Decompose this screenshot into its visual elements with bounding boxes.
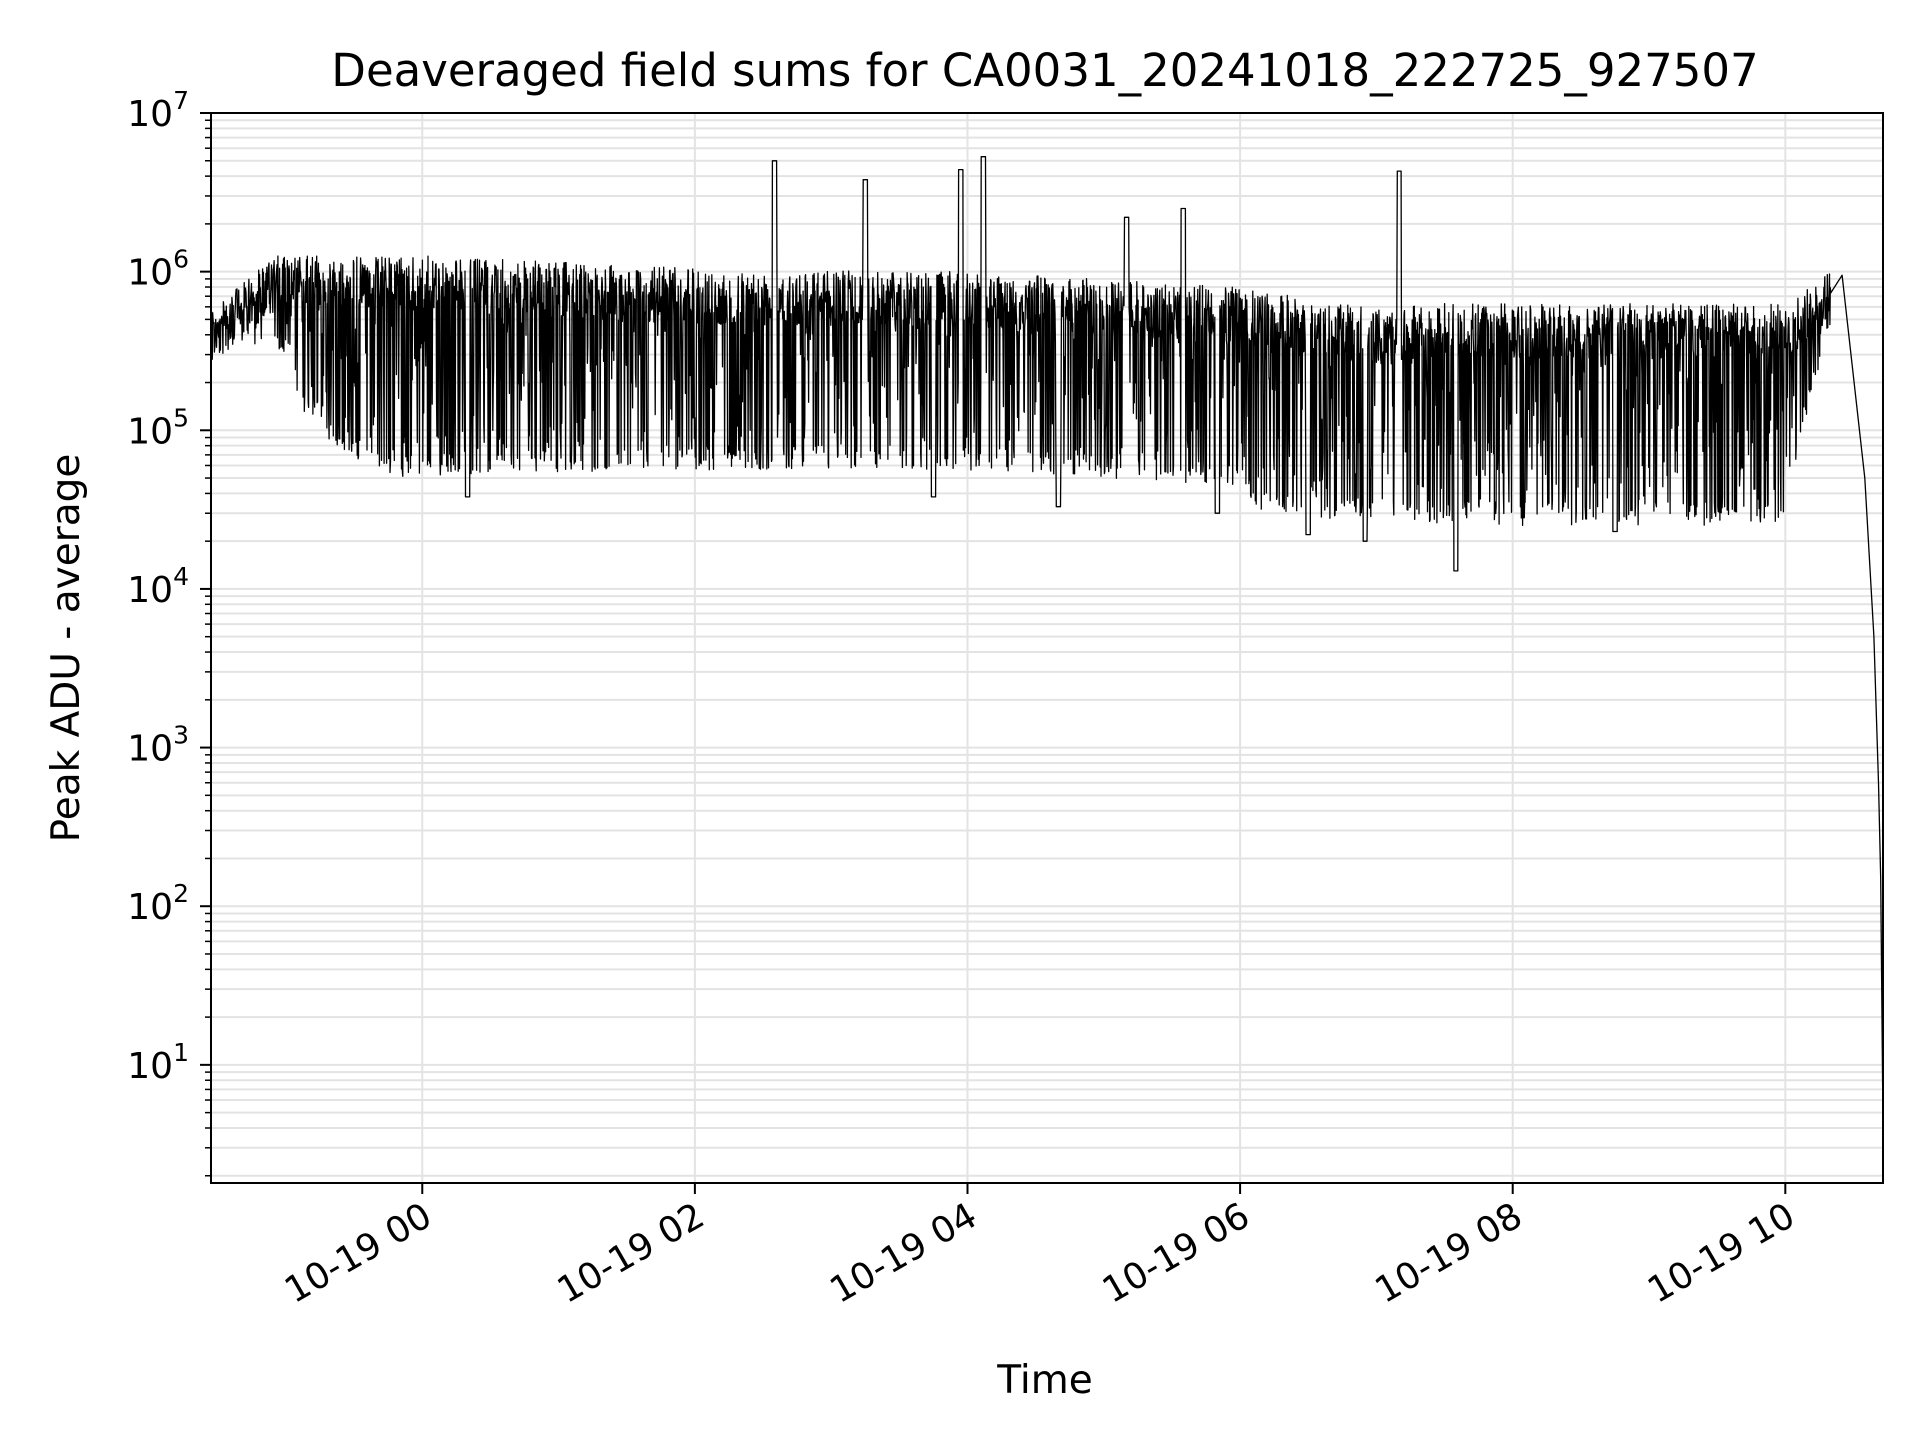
y-tick-label: 102 [127, 879, 189, 928]
y-tick-label: 107 [127, 86, 189, 135]
x-axis-label: Time [996, 1358, 1092, 1403]
y-tick-label: 106 [127, 245, 189, 294]
chart-title: Deaveraged field sums for CA0031_2024101… [331, 44, 1758, 97]
y-tick-label: 105 [127, 403, 189, 452]
x-tick-label: 10-19 08 [1369, 1195, 1530, 1311]
y-axis-label: Peak ADU - average [44, 454, 89, 843]
plot-area-frame [210, 112, 1884, 1184]
data-series [210, 156, 1884, 1129]
x-axis-ticks: 10-19 00 10-19 02 10-19 04 10-19 06 10-19 08… [278, 1183, 1802, 1312]
x-tick-label: 10-19 10 [1641, 1195, 1802, 1311]
x-tick-label: 10-19 02 [551, 1195, 712, 1311]
series-line [210, 156, 1884, 1129]
y-axis-ticks: 101 102 103 104 105 106 107 [127, 86, 211, 1177]
x-tick-label: 10-19 04 [823, 1195, 984, 1311]
x-tick-label: 10-19 00 [278, 1195, 439, 1311]
y-tick-label: 101 [127, 1038, 189, 1087]
x-tick-label: 10-19 06 [1096, 1195, 1257, 1311]
y-tick-label: 104 [127, 562, 189, 611]
y-tick-label: 103 [127, 721, 189, 770]
